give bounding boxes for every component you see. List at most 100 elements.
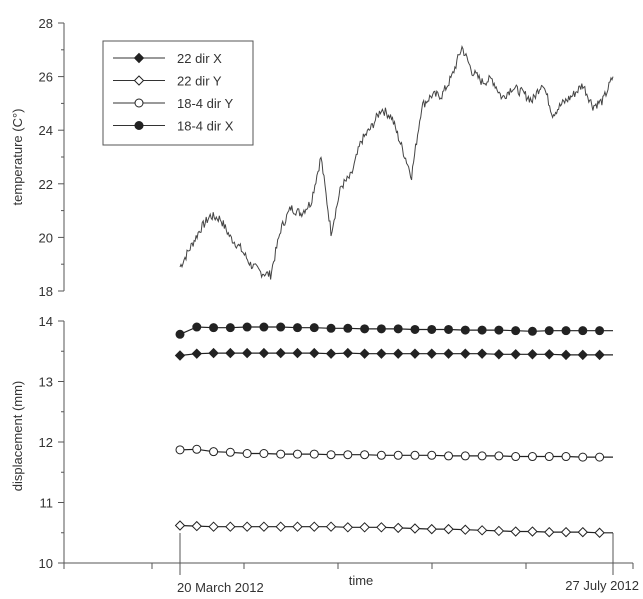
series-point-18-4-dir-x	[578, 326, 588, 336]
series-point-18-4-dir-x	[209, 323, 219, 333]
temperature-tick-label: 24	[39, 123, 53, 138]
series-point-22-dir-y	[460, 524, 471, 535]
series-point-18-4-dir-x	[460, 325, 470, 335]
displacement-tick-label: 13	[39, 375, 53, 390]
displacement-tick-label: 12	[39, 435, 53, 450]
series-point-18-4-dir-y	[410, 450, 420, 460]
series-point-22-dir-y	[258, 521, 270, 532]
series-point-18-4-dir-y	[192, 444, 202, 454]
series-point-18-4-dir-x	[410, 324, 420, 334]
series-point-18-4-dir-y	[225, 447, 235, 457]
temperature-series-line	[179, 44, 614, 280]
series-point-22-dir-x	[225, 347, 236, 359]
series-point-22-dir-y	[392, 522, 404, 534]
series-point-22-dir-y	[476, 525, 488, 536]
legend-label-22-dir-y: 22 dir Y	[177, 74, 222, 89]
series-point-22-dir-x	[241, 347, 253, 359]
series-point-18-4-dir-y	[175, 445, 185, 455]
series-point-22-dir-y	[376, 522, 387, 533]
series-point-22-dir-x	[577, 349, 588, 361]
series-point-18-4-dir-y	[292, 449, 302, 459]
series-point-22-dir-y	[443, 523, 454, 535]
series-point-18-4-dir-y	[259, 448, 269, 458]
temperature-tick-label: 18	[39, 284, 53, 299]
series-point-22-dir-x	[376, 348, 387, 359]
series-point-22-dir-y	[426, 523, 437, 535]
series-point-22-dir-x	[174, 350, 186, 361]
series-point-18-4-dir-y	[427, 450, 437, 460]
temperature-tick-label: 28	[39, 16, 53, 31]
temperature-tick-label: 20	[39, 230, 53, 245]
series-point-22-dir-x	[460, 348, 471, 359]
series-point-22-dir-x	[309, 347, 320, 359]
series-point-22-dir-x	[208, 347, 219, 359]
series-point-22-dir-y	[527, 526, 538, 537]
series-point-22-dir-x	[392, 348, 404, 359]
series-point-18-4-dir-y	[376, 450, 386, 460]
series-point-22-dir-x	[325, 348, 337, 359]
series-point-18-4-dir-x	[511, 326, 521, 336]
series-point-22-dir-x	[493, 349, 505, 360]
series-point-18-4-dir-y	[309, 449, 319, 459]
series-point-18-4-dir-x	[561, 326, 571, 336]
series-point-18-4-dir-x	[494, 325, 504, 335]
legend-marker-22-dir-y	[133, 75, 145, 86]
series-point-22-dir-y	[174, 520, 186, 531]
series-point-18-4-dir-x	[444, 324, 454, 334]
series-point-22-dir-y	[510, 526, 521, 537]
series-point-18-4-dir-y	[578, 452, 588, 462]
series-point-22-dir-x	[409, 348, 421, 359]
series-point-18-4-dir-x	[309, 323, 319, 333]
series-point-18-4-dir-x	[192, 322, 202, 332]
series-point-22-dir-y	[409, 523, 421, 534]
series-point-18-4-dir-x	[326, 323, 336, 333]
series-point-22-dir-y	[493, 525, 505, 537]
series-point-18-4-dir-x	[259, 322, 269, 332]
series-point-18-4-dir-y	[561, 452, 571, 462]
series-point-22-dir-x	[258, 347, 270, 359]
legend-label-22-dir-x: 22 dir X	[177, 51, 222, 66]
x-tick-label-end: 27 July 2012	[565, 578, 639, 593]
series-point-22-dir-x	[560, 349, 572, 361]
series-point-18-4-dir-x	[427, 324, 437, 334]
series-point-22-dir-x	[191, 348, 202, 359]
series-point-18-4-dir-x	[527, 326, 537, 336]
series-point-22-dir-x	[443, 348, 454, 359]
displacement-tick-label: 10	[39, 556, 53, 571]
legend-label-18-4-dir-x: 18-4 dir X	[177, 119, 234, 134]
x-tick-label-start: 20 March 2012	[177, 580, 264, 595]
legend-marker-18-4-dir-x	[134, 121, 144, 130]
series-point-18-4-dir-y	[511, 452, 521, 462]
series-point-18-4-dir-y	[460, 451, 470, 461]
series-point-22-dir-y	[560, 526, 572, 538]
legend-marker-22-dir-x	[133, 52, 145, 64]
series-point-22-dir-x	[510, 349, 521, 360]
series-point-18-4-dir-x	[242, 322, 252, 332]
series-point-18-4-dir-y	[393, 450, 403, 460]
series-point-22-dir-y	[292, 521, 303, 532]
series-point-18-4-dir-x	[276, 322, 286, 332]
series-point-22-dir-y	[325, 521, 337, 532]
series-point-22-dir-x	[527, 349, 538, 360]
temperature-tick-label: 26	[39, 70, 53, 85]
series-point-22-dir-x	[359, 348, 370, 359]
series-point-18-4-dir-y	[360, 450, 370, 460]
series-point-18-4-dir-y	[477, 451, 487, 461]
series-point-22-dir-y	[577, 526, 588, 538]
series-point-18-4-dir-y	[209, 447, 219, 457]
series-point-18-4-dir-y	[494, 451, 504, 461]
series-point-18-4-dir-x	[544, 326, 554, 336]
series-point-22-dir-y	[208, 521, 219, 532]
series-point-18-4-dir-x	[225, 323, 235, 333]
series-point-18-4-dir-x	[175, 329, 185, 339]
series-point-22-dir-y	[191, 520, 202, 532]
series-point-18-4-dir-x	[360, 324, 370, 334]
series-point-22-dir-x	[426, 348, 437, 359]
series-point-18-4-dir-y	[595, 452, 605, 462]
series-point-18-4-dir-x	[343, 323, 353, 333]
series-point-22-dir-x	[292, 347, 303, 359]
series-point-18-4-dir-y	[444, 451, 454, 461]
series-point-22-dir-y	[359, 522, 370, 533]
legend-marker-18-4-dir-y	[134, 98, 144, 108]
